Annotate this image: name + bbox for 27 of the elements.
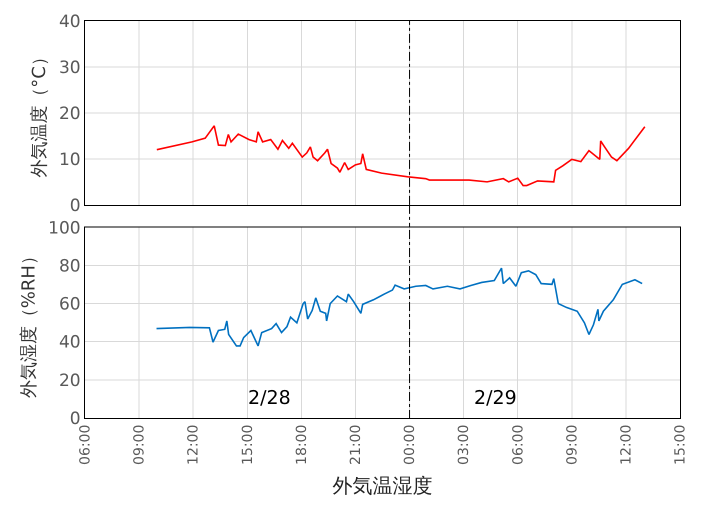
x-tick-label: 15:00 bbox=[240, 424, 256, 465]
y-tick-label: 80 bbox=[58, 256, 81, 276]
y-tick-label: 0 bbox=[70, 196, 81, 216]
x-tick-label: 18:00 bbox=[294, 424, 310, 465]
y-tick-label: 20 bbox=[58, 104, 81, 124]
y-tick-label: 40 bbox=[58, 12, 81, 32]
annotation: 2/28 bbox=[248, 387, 291, 409]
y-tick-label: 60 bbox=[58, 294, 81, 315]
x-tick-label: 03:00 bbox=[456, 424, 472, 465]
x-tick-label: 06:00 bbox=[78, 424, 94, 465]
y-axis-title: 外気湿度（%RH） bbox=[18, 247, 40, 398]
x-tick-label: 09:00 bbox=[564, 424, 580, 465]
x-tick-label: 09:00 bbox=[132, 424, 148, 465]
x-tick-label: 12:00 bbox=[618, 424, 634, 465]
annotation: 2/29 bbox=[474, 387, 517, 409]
x-axis-title: 外気温湿度 bbox=[332, 473, 432, 498]
y-tick-label: 100 bbox=[48, 218, 81, 238]
x-tick-label: 00:00 bbox=[402, 424, 418, 465]
y-tick-label: 10 bbox=[58, 150, 81, 170]
x-tick-label: 21:00 bbox=[348, 424, 364, 465]
y-tick-label: 40 bbox=[58, 332, 81, 353]
y-axis-title: 外気温度（°C） bbox=[29, 48, 50, 178]
y-tick-label: 20 bbox=[58, 370, 81, 391]
y-tick-label: 30 bbox=[58, 58, 81, 78]
x-tick-label: 15:00 bbox=[672, 424, 689, 465]
x-tick-label: 06:00 bbox=[510, 424, 526, 465]
x-tick-label: 12:00 bbox=[186, 424, 202, 465]
